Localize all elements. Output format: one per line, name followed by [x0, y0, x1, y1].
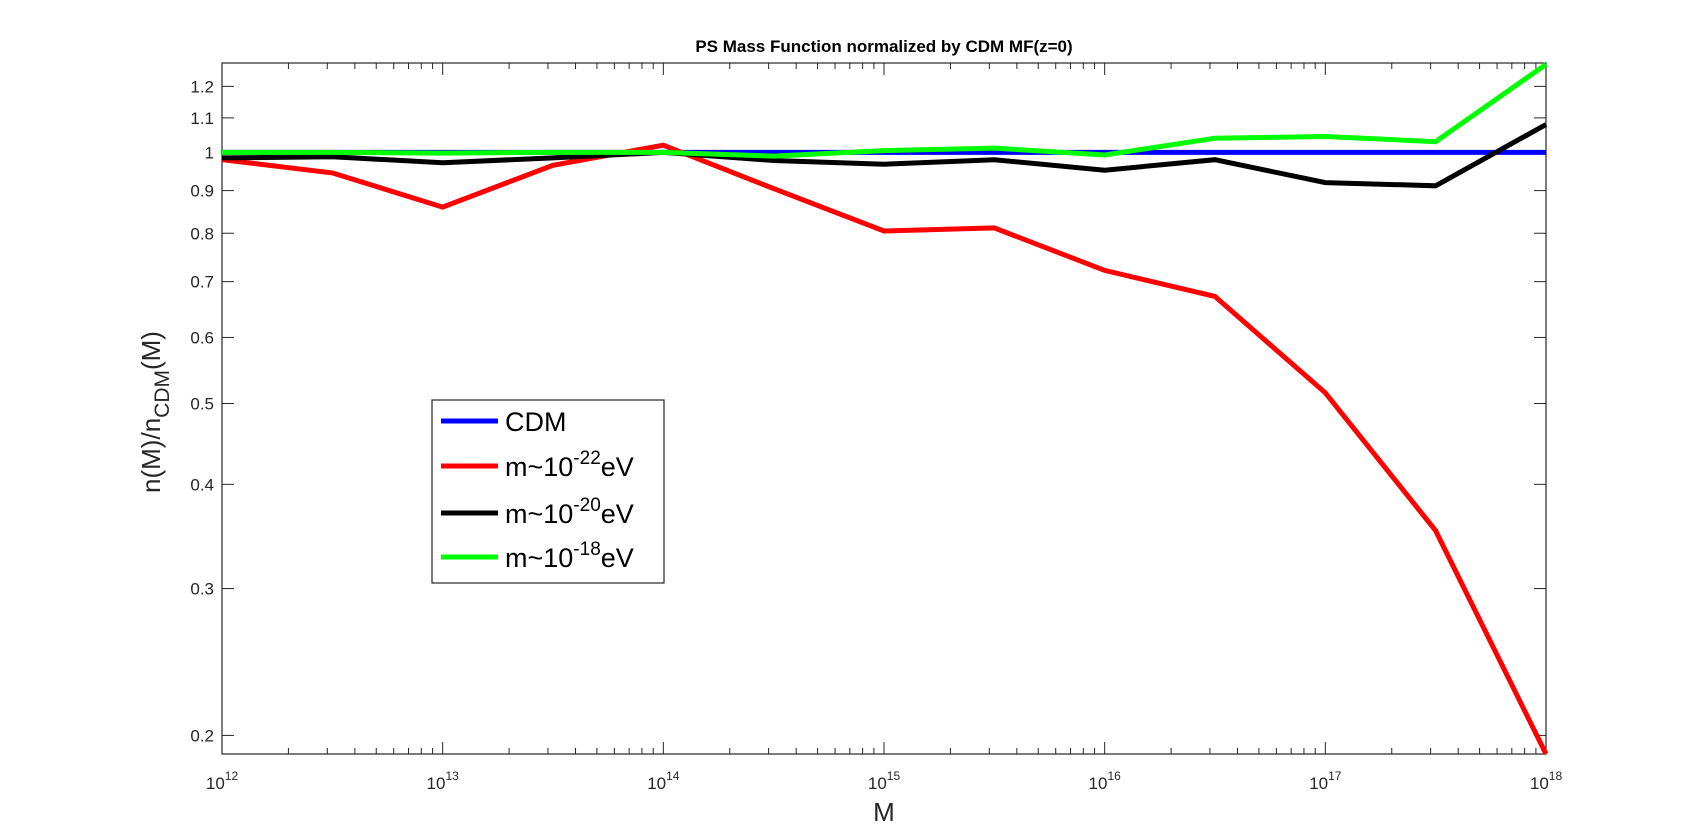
- y-tick-label: 0.8: [190, 224, 214, 243]
- x-tick-label: 1013: [427, 769, 460, 793]
- y-tick-label: 0.3: [190, 580, 214, 599]
- series-line-3: [222, 62, 1548, 159]
- x-tick-label: 1015: [868, 769, 901, 793]
- legend-label-2: m~10-20eV: [505, 495, 634, 529]
- legend-label-1: m~10-22eV: [505, 448, 634, 482]
- legend-label-0: CDM: [505, 407, 567, 437]
- y-tick-label: 0.9: [190, 182, 214, 201]
- y-tick-label: 0.6: [190, 328, 214, 347]
- x-tick-label: 1014: [647, 769, 680, 793]
- y-tick-label: 1: [205, 143, 214, 162]
- y-tick-label: 1.2: [190, 77, 214, 96]
- x-axis-label: M: [873, 797, 895, 827]
- y-axis-label-tail: (M): [136, 331, 166, 370]
- chart-title: PS Mass Function normalized by CDM MF(z=…: [695, 37, 1072, 56]
- y-axis-label: n(M)/nCDM(M): [136, 331, 174, 493]
- x-tick-label: 1012: [206, 769, 239, 793]
- legend: CDM m~10-22eV m~10-20eV m~10-18eV: [431, 399, 665, 584]
- plot-area: 1012 1013 1014 1015 1016 1017 1018 0.2 0.3 0.4 0.5…: [190, 62, 1563, 793]
- y-tick-label: 0.7: [190, 273, 214, 292]
- series-line-2: [221, 122, 1548, 189]
- x-tick-label: 1017: [1309, 769, 1342, 793]
- legend-label-3: m~10-18eV: [505, 539, 634, 573]
- y-axis-label-sub: CDM: [151, 370, 174, 418]
- legend-box: [431, 399, 665, 584]
- x-tick-label: 1016: [1089, 769, 1122, 793]
- y-tick-label: 0.2: [190, 726, 214, 745]
- y-axis-label-base: n(M)/n: [136, 418, 166, 493]
- y-tick-label: 0.5: [190, 395, 214, 414]
- y-tick-label: 1.1: [190, 109, 214, 128]
- series-line-1: [221, 142, 1549, 756]
- y-tick-label: 0.4: [190, 475, 214, 494]
- x-tick-label: 1018: [1530, 769, 1563, 793]
